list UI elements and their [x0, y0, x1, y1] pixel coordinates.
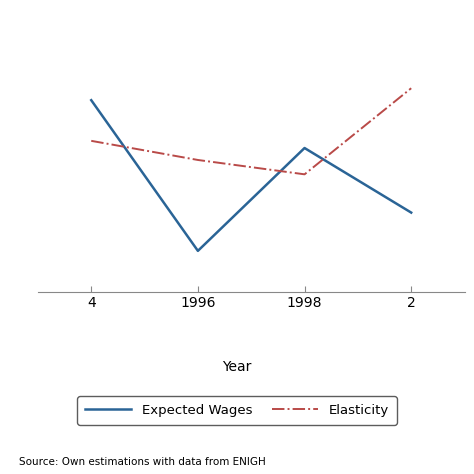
Text: Year: Year — [222, 360, 252, 374]
Line: Expected Wages: Expected Wages — [91, 100, 411, 251]
Expected Wages — [301, 145, 307, 151]
Elasticity — [408, 85, 414, 91]
Text: Source: Own estimations with data from ENIGH: Source: Own estimations with data from E… — [19, 457, 266, 467]
Expected Wages — [88, 97, 94, 103]
Elasticity — [195, 157, 201, 163]
Expected Wages — [195, 248, 201, 254]
Elasticity — [301, 172, 307, 177]
Legend: Expected Wages, Elasticity: Expected Wages, Elasticity — [77, 396, 397, 425]
Elasticity — [88, 138, 94, 144]
Expected Wages — [408, 210, 414, 215]
Line: Elasticity: Elasticity — [91, 88, 411, 174]
